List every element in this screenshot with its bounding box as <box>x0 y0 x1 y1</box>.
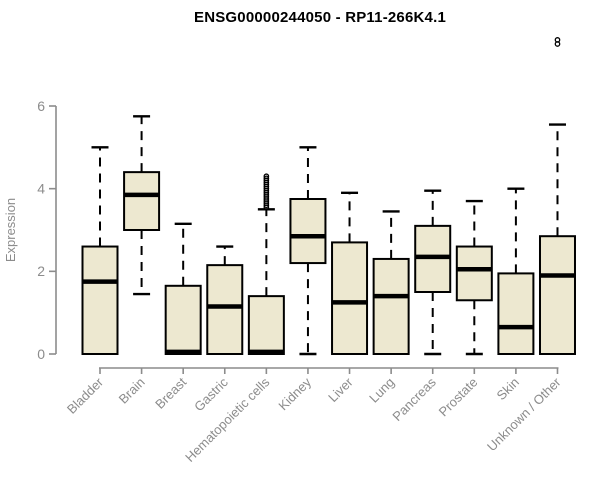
iqr-box <box>455 245 493 302</box>
x-tick-label-unknown-other: Unknown / Other <box>484 374 564 454</box>
y-tick-label: 6 <box>37 98 45 114</box>
iqr-box <box>289 198 327 265</box>
box-lung <box>372 210 410 356</box>
x-tick-label-gastric: Gastric <box>191 374 231 414</box>
box-hematopoietic-cells <box>247 173 285 355</box>
box-skin <box>497 187 535 355</box>
iqr-box <box>81 245 119 355</box>
x-tick-label-brain: Brain <box>116 375 148 407</box>
iqr-box <box>164 284 202 355</box>
chart-title: ENSG00000244050 - RP11-266K4.1 <box>193 9 447 26</box>
box-brain <box>123 115 161 296</box>
iqr-box <box>247 295 285 355</box>
x-tick-label-prostate: Prostate <box>436 375 481 420</box>
iqr-box <box>123 171 161 232</box>
x-tick-label-breast: Breast <box>152 374 189 411</box>
outlier-point <box>263 173 270 180</box>
y-tick-label: 2 <box>37 263 45 279</box>
iqr-box <box>331 241 369 355</box>
iqr-box <box>206 264 244 356</box>
y-axis: 0 2 4 6 Expression <box>3 98 57 362</box>
x-tick-label-skin: Skin <box>494 375 522 403</box>
outlier-point <box>263 175 270 182</box>
iqr-box <box>497 272 535 355</box>
x-tick-label-kidney: Kidney <box>275 374 314 413</box>
box-kidney <box>289 146 327 356</box>
box-liver <box>331 191 369 355</box>
x-tick-label-lung: Lung <box>366 375 397 406</box>
outlier-point <box>554 37 561 43</box>
y-tick-label: 0 <box>37 346 45 362</box>
x-tick-label-bladder: Bladder <box>64 374 107 417</box>
iqr-box <box>372 257 410 356</box>
y-tick-label: 4 <box>37 181 45 197</box>
box-unknown-other <box>538 37 576 355</box>
iqr-box <box>538 235 576 355</box>
box-pancreas <box>414 189 452 356</box>
box-prostate <box>455 199 493 356</box>
box-gastric <box>206 245 244 356</box>
box-bladder <box>81 146 119 355</box>
box-breast <box>164 222 202 355</box>
x-tick-label-pancreas: Pancreas <box>389 374 439 424</box>
x-tick-label-liver: Liver <box>325 374 356 405</box>
y-axis-title: Expression <box>3 198 18 262</box>
